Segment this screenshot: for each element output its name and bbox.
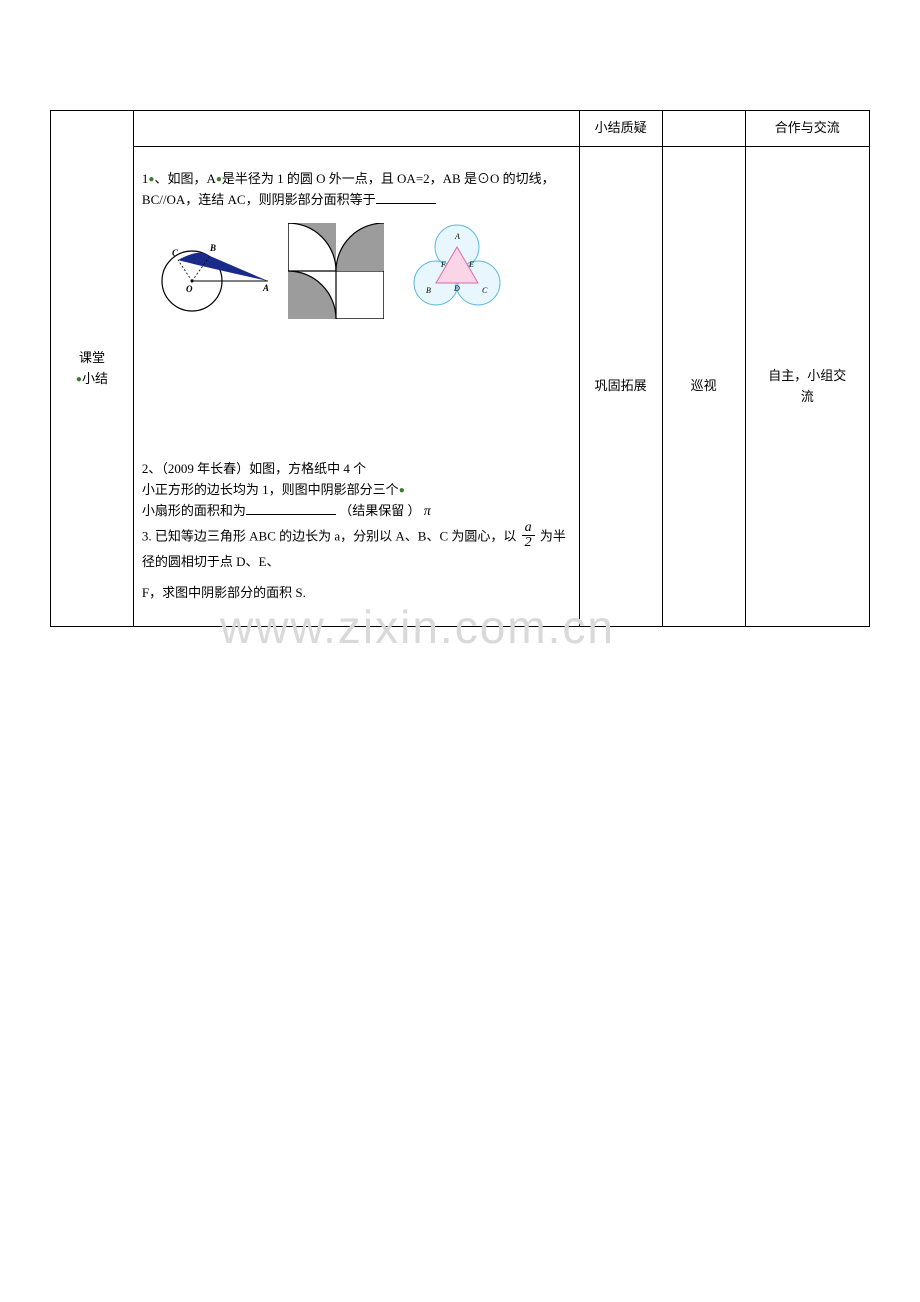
body-col4: 巡视 — [662, 147, 745, 627]
figure-3: A B C D E F — [402, 221, 512, 321]
problem-2-line3: 小扇形的面积和为 （结果保留 ） π — [142, 501, 571, 523]
svg-text:C: C — [482, 286, 488, 295]
p4-a: 小扇形的面积和为 — [142, 503, 246, 518]
svg-text:A: A — [262, 283, 269, 293]
problem-2-line1: 2、（2009 年长春）如图，方格纸中 4 个 — [142, 459, 571, 480]
section-label-line2: ●小结 — [57, 369, 127, 390]
section-label-line2-text: 小结 — [82, 371, 108, 386]
figure-2 — [288, 223, 384, 319]
blank-2 — [246, 502, 336, 515]
header-col2-empty — [133, 111, 579, 147]
svg-text:B: B — [209, 243, 216, 253]
page: 课堂 ●小结 小结质疑 合作与交流 1●、如图，A●是半径为 1 的圆 O 外一… — [0, 0, 920, 1302]
fraction-a-over-2: a 2 — [522, 521, 535, 550]
dot-icon-4: ● — [399, 485, 405, 496]
col5-line2: 流 — [752, 387, 863, 408]
svg-text:A: A — [454, 232, 460, 241]
svg-text:O: O — [186, 284, 193, 294]
figure-row: C B O A — [150, 221, 571, 321]
problem-1: 1●、如图，A●是半径为 1 的圆 O 外一点，且 OA=2，AB 是⊙O 的切… — [142, 169, 571, 211]
svg-text:E: E — [468, 260, 474, 269]
header-row: 课堂 ●小结 小结质疑 合作与交流 — [51, 111, 870, 147]
p3-a: 小正方形的边长均为 1，则图中阴影部分三个 — [142, 482, 399, 497]
section-label-cell: 课堂 ●小结 — [51, 111, 134, 627]
problem-2-line2: 小正方形的边长均为 1，则图中阴影部分三个● — [142, 480, 571, 501]
gap — [142, 573, 571, 583]
svg-text:C: C — [172, 248, 179, 258]
frac-den: 2 — [522, 536, 535, 550]
header-col5: 合作与交流 — [745, 111, 869, 147]
content-block: 1●、如图，A●是半径为 1 的圆 O 外一点，且 OA=2，AB 是⊙O 的切… — [140, 163, 573, 609]
header-col3: 小结质疑 — [579, 111, 662, 147]
svg-text:F: F — [440, 260, 446, 269]
figure-1: C B O A — [150, 226, 270, 316]
problem-3-line1: 3. 已知等边三角形 ABC 的边长为 a，分别以 A、B、C 为圆心，以 a … — [142, 523, 571, 573]
body-col5: 自主，小组交 流 — [745, 147, 869, 627]
body-col3: 巩固拓展 — [579, 147, 662, 627]
blank-1 — [376, 191, 436, 204]
pi-symbol: π — [424, 504, 431, 519]
spacer — [142, 349, 571, 459]
problem-3-line2: F，求图中阴影部分的面积 S. — [142, 583, 571, 604]
svg-text:D: D — [453, 284, 460, 293]
header-col4-empty — [662, 111, 745, 147]
content-cell: 1●、如图，A●是半径为 1 的圆 O 外一点，且 OA=2，AB 是⊙O 的切… — [133, 147, 579, 627]
p5: 3. 已知等边三角形 ABC 的边长为 a，分别以 A、B、C 为圆心，以 — [142, 528, 516, 543]
section-label-line1: 课堂 — [57, 348, 127, 369]
p4-b: （结果保留 ） — [339, 503, 420, 518]
body-row: 1●、如图，A●是半径为 1 的圆 O 外一点，且 OA=2，AB 是⊙O 的切… — [51, 147, 870, 627]
svg-text:B: B — [426, 286, 431, 295]
lesson-table: 课堂 ●小结 小结质疑 合作与交流 1●、如图，A●是半径为 1 的圆 O 外一… — [50, 110, 870, 627]
frac-num: a — [522, 521, 535, 536]
col5-line1: 自主，小组交 — [752, 366, 863, 387]
p1-b: 、如图，A — [154, 171, 215, 186]
